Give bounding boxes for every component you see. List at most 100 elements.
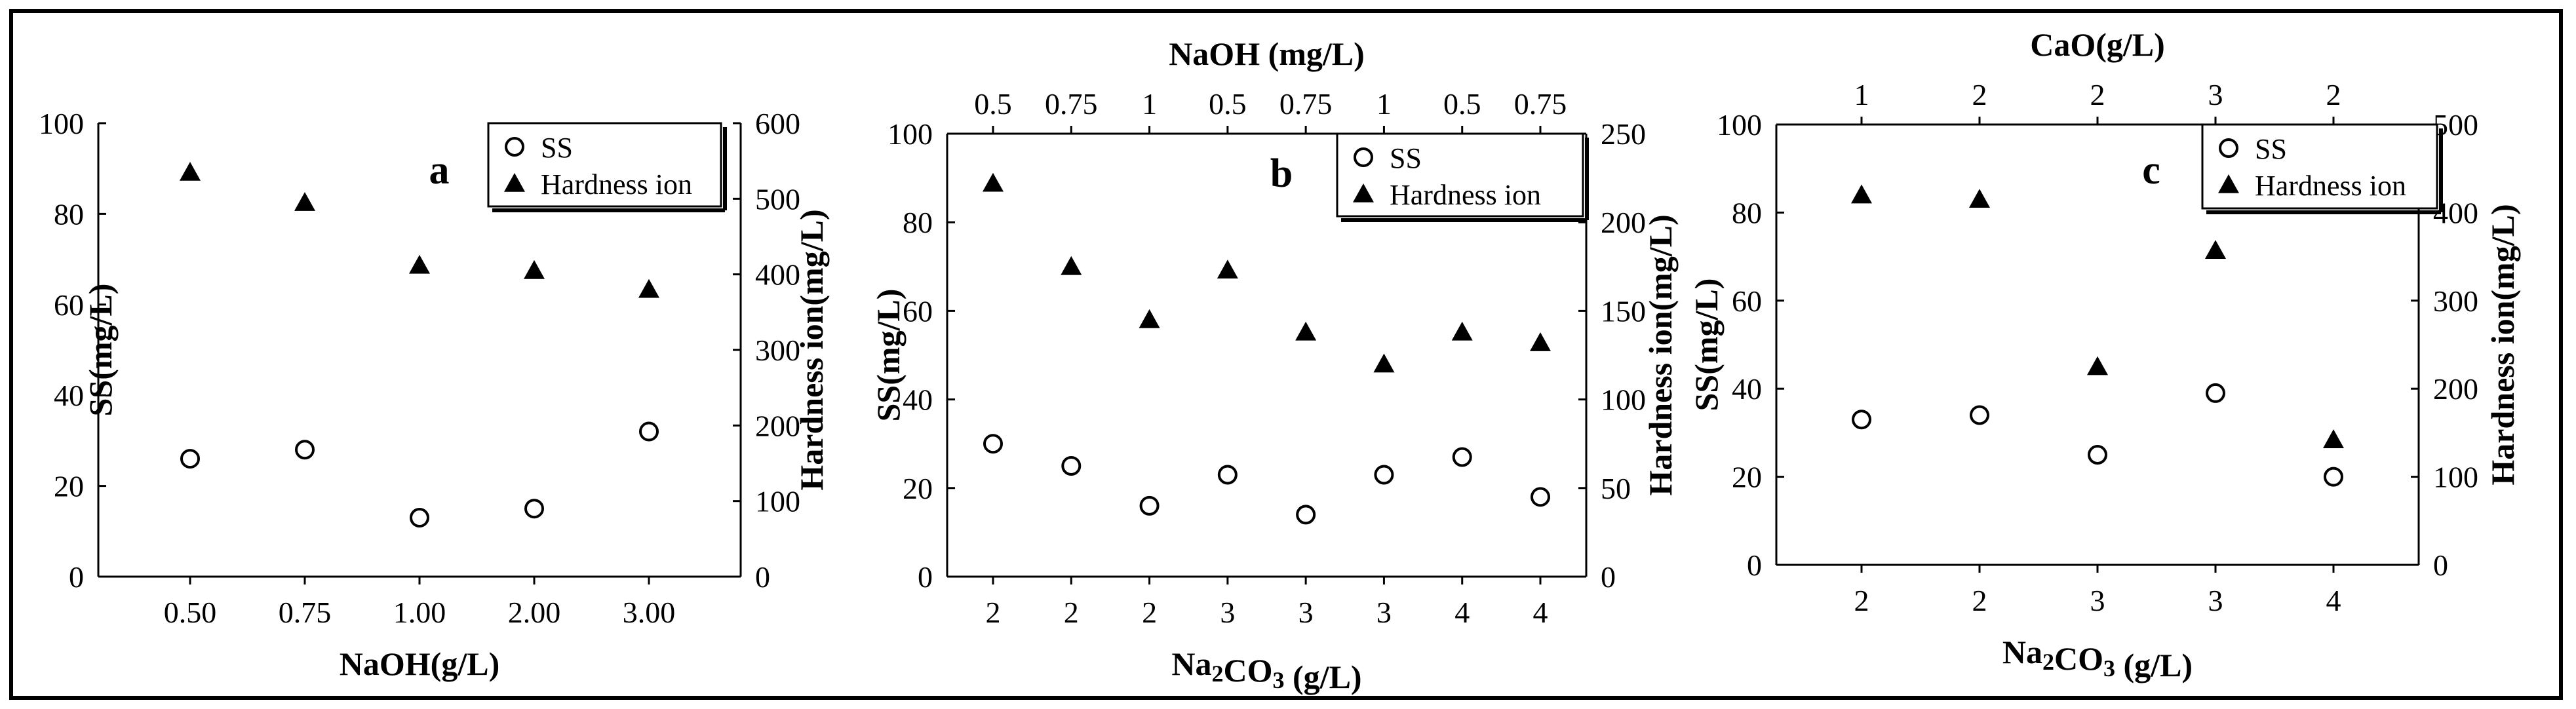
panel-b-x-tick-label: 2 (1142, 596, 1157, 629)
panel-c-x-axis-title: Na2CO3 (g/L) (2002, 634, 2193, 683)
panel-c-legend-box (2201, 123, 2438, 210)
panel-a-hardness-point (409, 254, 430, 274)
panel-a-x-axis-title: NaOH(g/L) (340, 645, 499, 682)
panel-b-y-axis-title: SS(mg/L) (870, 289, 907, 422)
panel-b-ss-point (1217, 465, 1238, 485)
panel-b-top-x-tick-label: 0.5 (1209, 87, 1247, 121)
panel-c-hardness-point (2205, 240, 2226, 259)
panel-c-top-x-tick-label: 2 (2326, 78, 2341, 111)
panel-c-left-tick-label: 40 (1732, 372, 1762, 406)
panel-a-right-tick-label: 600 (755, 107, 800, 140)
panel-a-left-tick-label: 80 (54, 197, 84, 231)
panel-a-ss-point (180, 449, 200, 469)
panel-c-ss-point (2324, 467, 2343, 487)
panel-a-hardness-point (180, 161, 201, 181)
panel-a-left-tick-label: 60 (54, 288, 84, 322)
panel-c-x-tick-label: 2 (1972, 584, 1987, 617)
panel-c-right-tick-label: 300 (2433, 284, 2478, 318)
panel-c-left-tick-label: 80 (1732, 196, 1762, 229)
panel-c-ss-point (2088, 445, 2107, 465)
panel-b-hardness-point (1451, 321, 1473, 341)
panel-a-hardness-point (294, 192, 315, 211)
panel-b-hardness-point (1139, 309, 1160, 328)
panel-b-left-tick-label: 20 (903, 472, 933, 505)
panel-c-ss-point (1970, 405, 1989, 425)
panel-a-y-axis-title: SS(mg/L) (82, 284, 119, 417)
panel-b-hardness-point (1061, 256, 1082, 275)
panel-b-ss-point (1139, 495, 1160, 516)
panel-b-legend-ss-marker (1354, 147, 1373, 167)
panel-b-top-x-tick-label: 0.75 (1045, 87, 1098, 121)
panel-b-right-tick-label: 150 (1601, 294, 1646, 328)
panel-a-right-tick-label: 200 (755, 409, 800, 442)
panel-c-left-tick-label: 20 (1732, 461, 1762, 494)
panel-c-right-tick-label: 200 (2433, 372, 2478, 406)
panel-c-legend-hardness-label: Hardness ion (2255, 170, 2406, 202)
panel-c-ss-point (2206, 383, 2225, 403)
panel-a-right-tick-label: 300 (755, 334, 800, 367)
panel-b-right-tick-label: 0 (1601, 560, 1616, 594)
panel-b-hardness-point (1530, 332, 1551, 351)
panel-b-x-tick-label: 4 (1533, 596, 1548, 629)
panel-a-hardness-point (524, 259, 545, 279)
panel-a-right-tick-label: 0 (755, 560, 770, 594)
panel-b-ss-point (1531, 487, 1550, 507)
panel-a-ss-point (295, 440, 315, 460)
panel-a-x-tick-label: 3.00 (623, 596, 676, 629)
panel-c-top-x-tick-label: 1 (1854, 78, 1869, 111)
panel-b-top-x-tick-label: 0.5 (974, 87, 1012, 121)
panel-b-left-tick-label: 40 (903, 383, 933, 417)
panel-c-top-x-tick-label: 2 (2090, 78, 2105, 111)
panel-b-top-x-tick-label: 0.75 (1514, 87, 1567, 121)
panel-c-panel-label: c (2142, 148, 2160, 193)
panel-b-ss-point (1374, 465, 1394, 485)
panel-a-ss-point (410, 508, 429, 528)
panel-b-x-tick-label: 2 (1064, 596, 1079, 629)
panel-c-x-tick-label: 4 (2326, 584, 2341, 617)
panel-a-legend-ss-label: SS (541, 132, 573, 164)
panel-a-panel-label: a (429, 148, 450, 193)
panel-c-hardness-point (2323, 429, 2344, 448)
panel-c-y2-axis-title: Hardness ion(mg/L) (2484, 204, 2521, 485)
panel-b-y2-axis-title: Hardness ion(mg/L) (1642, 214, 1679, 495)
panel-b-top-x-tick-label: 1 (1142, 87, 1157, 121)
panel-a-ss-point (524, 499, 544, 519)
panel-a-left-tick-label: 0 (69, 560, 84, 594)
panel-b-ss-point (1296, 505, 1316, 525)
panel-a-legend-hardness-label: Hardness ion (541, 168, 692, 201)
panel-b-legend-hardness-marker (1353, 183, 1374, 202)
panel-b-top-x-axis-title: NaOH (mg/L) (1169, 35, 1365, 72)
panel-c-top-x-tick-label: 2 (1972, 78, 1987, 111)
panel-a-right-tick-label: 100 (755, 485, 800, 518)
panel-c-hardness-point (1851, 184, 1872, 204)
panel-c-y-axis-title: SS(mg/L) (1688, 278, 1725, 412)
panel-a-legend-ss-marker (505, 137, 524, 157)
panel-c-left-tick-label: 0 (1747, 548, 1762, 582)
panel-b-x-tick-label: 3 (1376, 596, 1392, 629)
panel-b-left-tick-label: 80 (903, 206, 933, 239)
panel-a-legend-box (487, 122, 722, 208)
panel-b-hardness-point (983, 172, 1004, 192)
panel-b-panel-label: b (1270, 151, 1293, 196)
panel-b-legend-box (1336, 132, 1584, 218)
panel-b-x-axis-title: Na2CO3 (g/L) (1171, 645, 1361, 695)
panel-a-x-tick-label: 1.00 (393, 596, 446, 629)
panel-c-legend-ss-label: SS (2255, 133, 2287, 165)
panel-b-left-tick-label: 0 (918, 560, 933, 594)
panel-a-legend-hardness-marker (504, 173, 525, 192)
panel-b-x-tick-label: 3 (1220, 596, 1235, 629)
panel-b-top-x-tick-label: 0.75 (1279, 87, 1333, 121)
panel-c-legend-ss-marker (2219, 138, 2238, 158)
panel-c-top-x-axis-title: CaO(g/L) (2030, 26, 2165, 63)
panel-a-right-tick-label: 500 (755, 182, 800, 216)
panel-c-hardness-point (1969, 189, 1990, 208)
panel-a-left-tick-label: 100 (39, 107, 84, 140)
panel-b-right-tick-label: 50 (1601, 472, 1631, 505)
panel-a-hardness-point (638, 278, 659, 298)
panel-b-right-tick-label: 250 (1601, 117, 1646, 151)
panel-a-x-tick-label: 0.75 (279, 596, 332, 629)
panel-a-x-tick-label: 0.50 (164, 596, 217, 629)
panel-b-x-tick-label: 4 (1454, 596, 1470, 629)
